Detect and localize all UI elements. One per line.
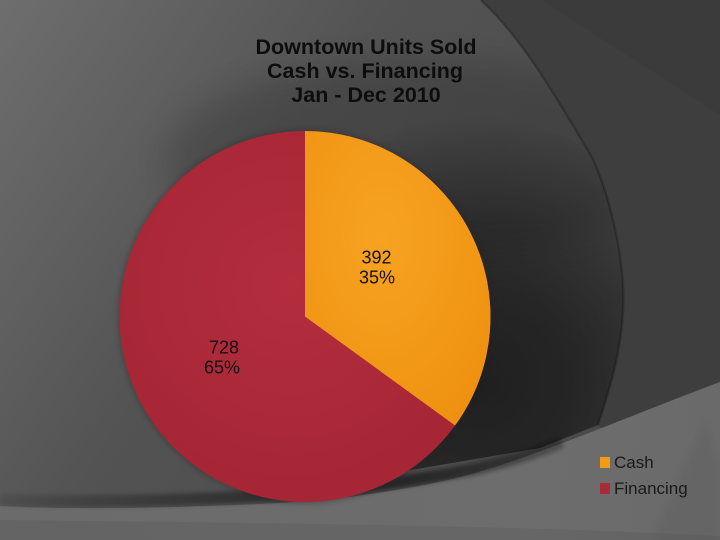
svg-text:Cash vs. Financing: Cash vs. Financing [267, 59, 463, 83]
svg-text:35%: 35% [359, 268, 395, 288]
svg-text:Financing: Financing [614, 479, 688, 498]
svg-text:728: 728 [209, 338, 239, 358]
svg-text:65%: 65% [204, 358, 240, 378]
svg-text:392: 392 [361, 248, 391, 268]
svg-text:Downtown Units Sold: Downtown Units Sold [256, 35, 477, 59]
svg-text:Cash: Cash [614, 453, 654, 472]
svg-text:Jan - Dec 2010: Jan - Dec 2010 [291, 83, 440, 107]
